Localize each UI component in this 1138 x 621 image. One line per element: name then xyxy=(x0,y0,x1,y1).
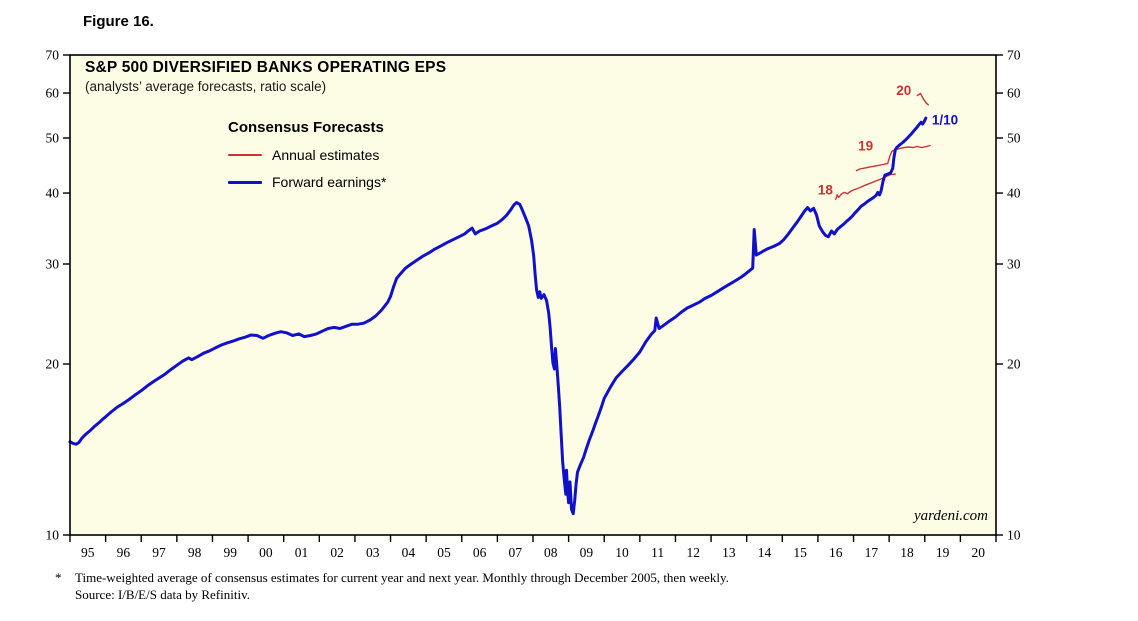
legend-title: Consensus Forecasts xyxy=(228,119,384,136)
x-axis-tick-label: 08 xyxy=(544,545,558,560)
y-axis-tick-label-right: 20 xyxy=(1007,357,1021,372)
y-axis-tick-label-right: 70 xyxy=(1007,48,1021,63)
plot-frame xyxy=(69,54,997,536)
x-axis-tick-label: 13 xyxy=(722,545,736,560)
annual-estimates-line-swatch xyxy=(228,154,262,156)
y-axis-tick-label-left: 60 xyxy=(46,86,60,101)
x-axis-tick-label: 98 xyxy=(188,545,202,560)
footnote-source: Source: I/B/E/S data by Refinitiv. xyxy=(75,587,250,602)
x-axis-tick-label: 14 xyxy=(758,545,772,560)
chart-subtitle: (analysts’ average forecasts, ratio scal… xyxy=(85,79,327,94)
annual-estimates-line xyxy=(916,92,929,106)
x-axis-tick-label: 00 xyxy=(259,545,273,560)
x-axis-tick-label: 11 xyxy=(651,545,664,560)
footnote: * Time-weighted average of consensus est… xyxy=(55,569,729,603)
plot-background xyxy=(70,55,996,535)
figure-label: Figure 16. xyxy=(83,13,154,30)
y-axis-tick-label-right: 50 xyxy=(1007,130,1021,145)
annotation-18: 18 xyxy=(818,182,834,197)
legend-label-forward-earnings: Forward earnings* xyxy=(272,174,387,190)
forward-earnings-line xyxy=(68,116,928,516)
y-axis-tick-label-left: 20 xyxy=(46,357,60,372)
x-axis-tick-label: 02 xyxy=(330,545,344,560)
x-axis-tick-label: 20 xyxy=(971,545,985,560)
x-axis-tick-label: 95 xyxy=(81,545,95,560)
footnote-marker: * xyxy=(55,570,62,585)
y-axis-tick-label-right: 10 xyxy=(1007,528,1021,543)
legend: Consensus Forecasts Annual estimates For… xyxy=(228,119,386,190)
x-axis-tick-label: 04 xyxy=(402,545,416,560)
y-axis-tick-label-right: 60 xyxy=(1007,86,1021,101)
x-axis-tick-label: 97 xyxy=(152,545,166,560)
x-axis-tick-label: 18 xyxy=(900,545,914,560)
x-axis-tick-label: 15 xyxy=(793,545,807,560)
x-axis-tick-label: 96 xyxy=(117,545,131,560)
legend-item-annual-estimates: Annual estimates xyxy=(228,147,386,163)
y-axis-tick-label-right: 30 xyxy=(1007,257,1021,272)
x-axis-tick-label: 03 xyxy=(366,545,380,560)
x-axis-tick-label: 17 xyxy=(865,545,879,560)
x-axis-tick-label: 05 xyxy=(437,545,451,560)
chart-title: S&P 500 DIVERSIFIED BANKS OPERATING EPS xyxy=(85,59,447,76)
footnote-text: Time-weighted average of consensus estim… xyxy=(75,570,729,585)
y-axis-tick-label-left: 70 xyxy=(46,48,60,63)
annotation-19: 19 xyxy=(858,139,873,154)
legend-item-forward-earnings: Forward earnings* xyxy=(228,174,386,190)
forward-earnings-line-swatch xyxy=(228,180,262,184)
y-axis-tick-label-left: 40 xyxy=(46,186,60,201)
x-axis-tick-label: 99 xyxy=(224,545,238,560)
y-axis-tick-label-left: 30 xyxy=(46,257,60,272)
x-axis-tick-label: 16 xyxy=(829,545,843,560)
x-axis-tick-label: 10 xyxy=(615,545,629,560)
x-axis-tick-label: 12 xyxy=(687,545,701,560)
y-axis-tick-label-right: 40 xyxy=(1007,186,1021,201)
y-axis-tick-label-left: 50 xyxy=(46,130,60,145)
x-axis-tick-label: 06 xyxy=(473,545,487,560)
annotation-1/10: 1/10 xyxy=(932,113,958,128)
x-axis-tick-label: 09 xyxy=(580,545,594,560)
annual-estimates-line xyxy=(855,144,931,172)
x-axis-tick-label: 01 xyxy=(295,545,309,560)
annotation-20: 20 xyxy=(896,83,911,98)
legend-label-annual-estimates: Annual estimates xyxy=(272,147,380,163)
x-axis-tick-label: 19 xyxy=(936,545,950,560)
x-axis-tick-label: 07 xyxy=(508,545,522,560)
watermark-yardeni: yardeni.com xyxy=(913,508,988,524)
y-axis-tick-label-left: 10 xyxy=(46,528,60,543)
